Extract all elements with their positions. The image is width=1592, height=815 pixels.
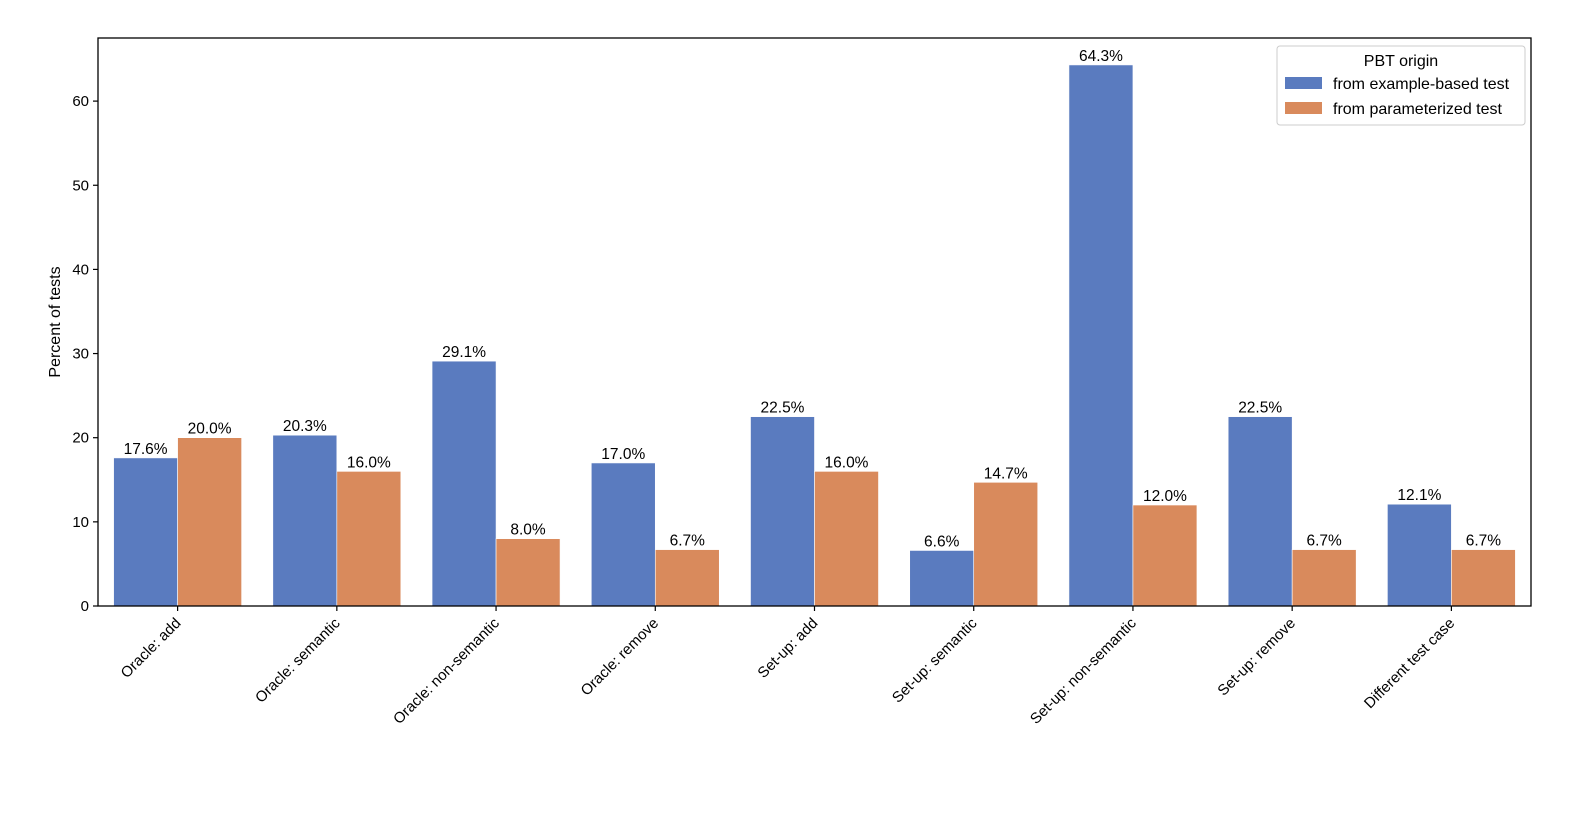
data-label: 22.5% [761,400,805,417]
bar-from-parameterized-test-oracle-remove [654,549,720,607]
legend-label-from-parameterized-test: from parameterized test [1333,101,1503,118]
data-label: 6.7% [1306,533,1342,550]
y-tick-label: 20 [72,430,89,447]
y-axis-title: Percent of tests [47,266,64,377]
y-axis: 0 10 20 30 40 50 60 [72,93,98,615]
bar-from-example-based-test-set-up-remove [1227,416,1293,607]
legend-items: from example-based test from parameterize… [1285,76,1510,118]
bar-from-example-based-test-set-up-non-semantic [1068,64,1134,607]
bar-from-parameterized-test-set-up-non-semantic [1132,504,1198,607]
y-tick-label: 50 [72,177,89,194]
bar-from-example-based-test-oracle-semantic [272,434,338,607]
data-label: 17.0% [601,446,645,463]
data-label: 16.0% [825,454,869,471]
y-tick-label: 60 [72,93,89,110]
data-label: 17.6% [124,441,168,458]
y-tick-label: 0 [81,598,89,615]
bars-layer [113,64,1516,607]
bar-from-example-based-test-different-test-case [1387,503,1452,607]
data-label: 16.0% [347,454,391,471]
legend-title: PBT origin [1364,53,1438,70]
data-label: 6.7% [670,533,706,550]
data-labels-layer: 17.6% 20.0% 20.3% 16.0% 29.1% 8.0% 17.0% 6.7% 22… [124,48,1502,551]
bar-from-parameterized-test-set-up-remove [1291,549,1357,607]
data-label: 6.6% [924,533,960,550]
legend-box [1276,45,1526,126]
bar-from-parameterized-test-oracle-semantic [336,471,402,607]
data-label: 12.1% [1397,487,1441,504]
bar-from-example-based-test-oracle-remove [590,462,656,607]
bar-from-example-based-test-oracle-add [113,457,178,607]
bar-from-parameterized-test-oracle-add [177,437,242,607]
bar-from-parameterized-test-set-up-semantic [973,482,1039,607]
y-tick-label: 10 [72,514,89,531]
data-label: 20.3% [283,418,327,435]
x-tick-label: Oracle: remove [578,615,663,700]
data-label: 14.7% [984,465,1028,482]
x-tick-label: Set-up: add [754,615,821,682]
y-tick-label: 40 [72,261,89,278]
x-tick-label: Oracle: non-semantic [390,614,503,727]
x-axis: Oracle: add Oracle: semantic Oracle: non-s… [118,606,1458,728]
bar-from-example-based-test-set-up-add [750,416,815,607]
legend-label-from-example-based-test: from example-based test [1333,76,1510,93]
bar-from-example-based-test-oracle-non-semantic [431,360,497,607]
bar-from-parameterized-test-different-test-case [1451,549,1516,607]
x-tick-label: Oracle: add [118,615,185,682]
data-label: 20.0% [188,421,232,438]
data-label: 64.3% [1079,48,1123,65]
x-tick-label: Oracle: semantic [252,614,344,706]
x-tick-label: Set-up: semantic [889,614,981,706]
data-label: 8.0% [510,522,546,539]
legend-swatch-from-parameterized-test [1285,102,1322,114]
y-tick-label: 30 [72,346,89,363]
data-label: 22.5% [1238,400,1282,417]
legend-swatch-from-example-based-test [1285,77,1322,89]
x-tick-label: Set-up: non-semantic [1027,614,1140,727]
bar-from-example-based-test-set-up-semantic [909,550,975,607]
bar-from-parameterized-test-oracle-non-semantic [495,538,561,607]
data-label: 6.7% [1466,533,1502,550]
bar-from-parameterized-test-set-up-add [814,471,879,607]
x-tick-label: Different test case [1361,615,1458,712]
data-label: 29.1% [442,344,486,361]
x-tick-label: Set-up: remove [1214,615,1299,700]
data-label: 12.0% [1143,488,1187,505]
legend: PBT origin from example-based test from p… [1276,45,1526,126]
